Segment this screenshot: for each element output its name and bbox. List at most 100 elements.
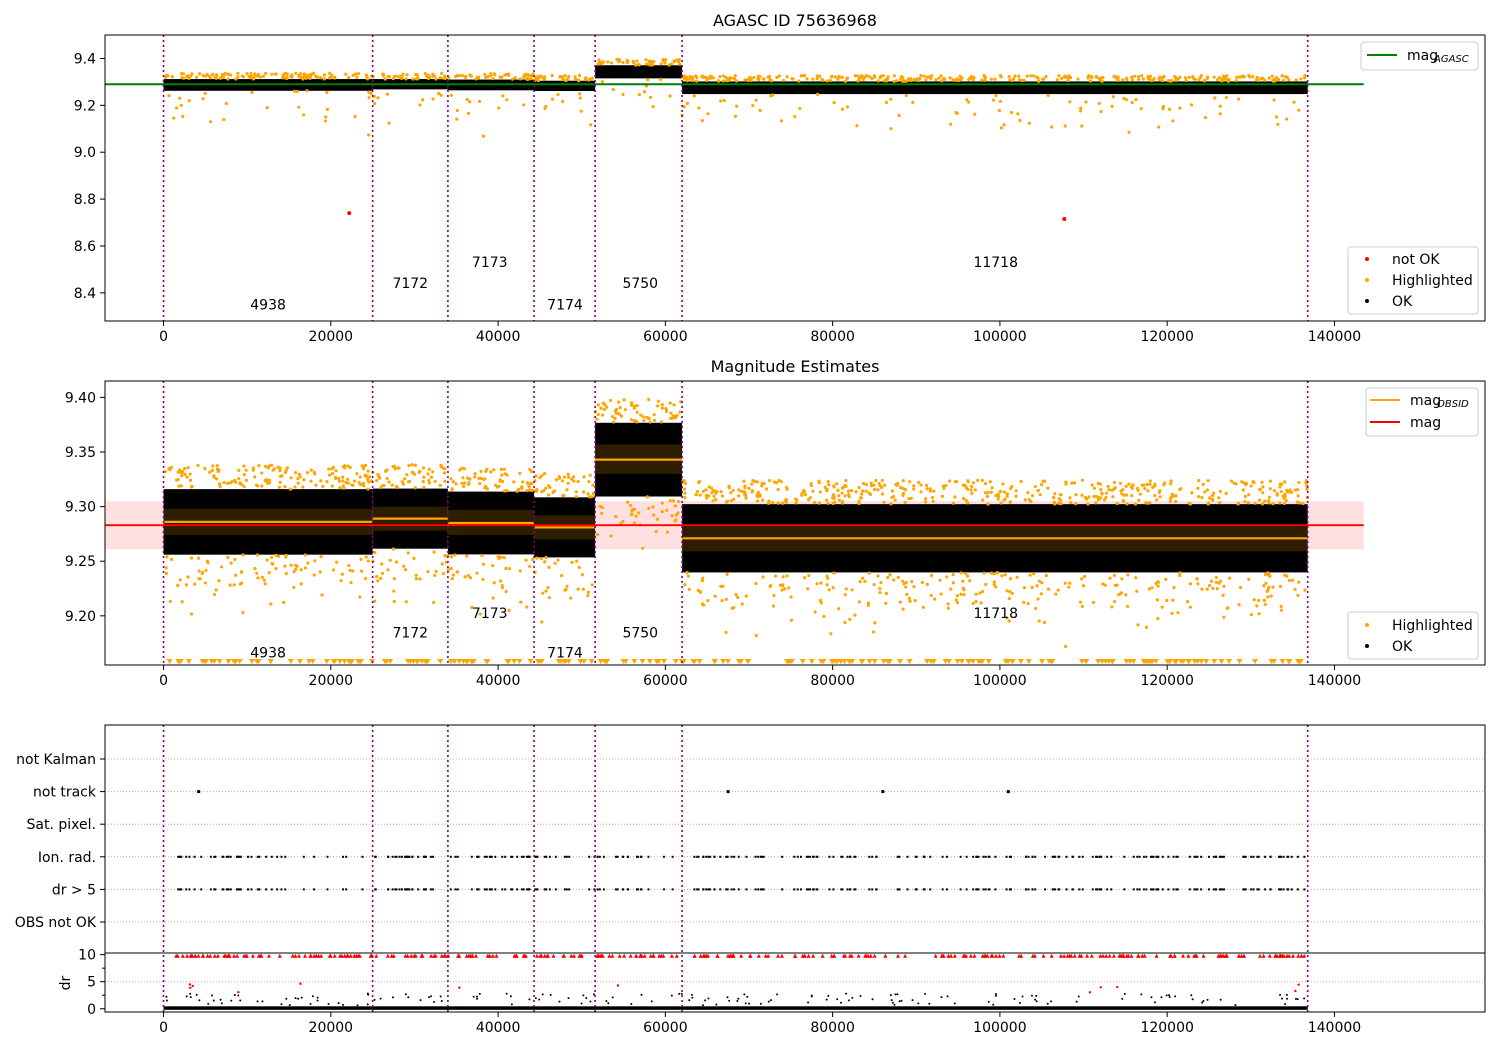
p2-below-limit-marker <box>336 659 343 664</box>
p2-highlighted-point <box>981 498 985 502</box>
p2-below-limit-marker <box>341 659 348 664</box>
p3-ion-rad-point <box>713 855 716 858</box>
p2-below-limit-marker <box>1171 659 1178 664</box>
p1-highlighted-point <box>387 121 391 125</box>
p3-dr-over-marker <box>726 953 731 958</box>
p2-highlighted-point <box>1195 577 1199 581</box>
p2-highlighted-point <box>647 397 651 402</box>
p1-highlighted-point <box>859 74 863 78</box>
p3-dr-over-marker <box>715 953 720 958</box>
p1-highlighted-point <box>1044 74 1048 79</box>
p3-ion-rad-point <box>812 855 815 858</box>
p2-highlighted-point <box>319 479 323 483</box>
p2-highlighted-point <box>1171 598 1175 602</box>
p2-highlighted-point <box>1052 500 1056 504</box>
p2-highlighted-point <box>267 571 271 575</box>
p2-below-limit-marker <box>930 659 937 664</box>
p2-highlighted-point <box>616 411 620 415</box>
p1-highlighted-point <box>250 90 254 94</box>
p1-highlighted-point <box>1276 122 1280 127</box>
panel2-axes: 0 20000 40000 60000 80000 100000 120000 1400009… <box>65 380 1486 689</box>
p3-dr-gt5-point <box>809 888 812 891</box>
p3-ion-rad-point <box>671 855 674 858</box>
p2-below-limit-marker <box>799 659 806 664</box>
p2-highlighted-point <box>330 472 335 476</box>
p2-highlighted-point <box>1222 615 1226 619</box>
p2-highlighted-point <box>755 480 760 484</box>
p1-highlighted-point <box>561 77 565 82</box>
p2-below-limit-marker <box>985 659 992 664</box>
p2-highlighted-point <box>1008 577 1013 581</box>
p1-highlighted-point <box>757 78 761 82</box>
p2-highlighted-point <box>1165 598 1169 603</box>
p2-highlighted-point <box>427 481 431 485</box>
p3-dr-point <box>585 997 588 1000</box>
p1-highlighted-point <box>222 74 226 78</box>
p1-highlighted-point <box>856 79 860 83</box>
p1-highlighted-point <box>1280 74 1284 78</box>
p3-dr-gt5-point <box>1214 888 1217 891</box>
p2-highlighted-point <box>1057 501 1061 505</box>
p2-highlighted-point <box>314 483 318 487</box>
p3-ion-rad-point <box>693 855 696 858</box>
p1-highlighted-point <box>364 73 368 77</box>
p3-ion-rad-point <box>745 855 748 858</box>
p2-highlighted-point <box>179 484 183 488</box>
p3-dr-over-marker <box>868 953 873 958</box>
p2-highlighted-point <box>572 475 576 479</box>
p3-dr-point <box>715 1003 718 1006</box>
p3-dr-point <box>1294 998 1297 1001</box>
p2-below-limit-marker <box>680 659 687 664</box>
p3-dr-gt5-point <box>1256 888 1259 891</box>
p2-highlighted-point <box>466 476 470 480</box>
p2-below-limit-marker <box>1252 659 1259 664</box>
p2-highlighted-point <box>817 501 821 505</box>
p1-obs-label: 4938 <box>250 297 286 313</box>
p1-highlighted-point <box>884 100 889 105</box>
p3-dr-point <box>239 999 242 1002</box>
p1-highlighted-point <box>991 98 996 102</box>
p2-highlighted-point <box>1196 582 1200 586</box>
p2-highlighted-point <box>764 487 769 491</box>
p2-highlighted-point <box>426 570 430 574</box>
p3-dr-gt5-point <box>945 888 948 891</box>
p2-highlighted-point <box>586 492 590 496</box>
p2-highlighted-point <box>969 488 973 492</box>
p3-ion-rad-point <box>1250 855 1253 858</box>
p2-below-limit-marker <box>309 659 316 664</box>
p2-highlighted-point <box>1258 487 1262 492</box>
p1-highlighted-point <box>803 73 807 78</box>
p1-not-ok-point <box>1062 217 1067 222</box>
p3-dr-point <box>917 1002 920 1005</box>
p3-dr-point <box>195 993 198 996</box>
panel2-title: Magnitude Estimates <box>711 357 880 376</box>
p3-ion-rad-point <box>1303 855 1306 858</box>
p2-below-limit-marker <box>597 659 604 664</box>
p3-ion-rad-point <box>896 855 899 858</box>
p2-obs-label: 7172 <box>392 626 428 642</box>
p2-highlighted-point <box>1103 583 1107 587</box>
p2-highlighted-point <box>781 575 785 579</box>
p2-below-limit-marker <box>696 659 703 664</box>
p2-below-limit-marker <box>516 659 523 664</box>
p2-highlighted-point <box>753 479 757 484</box>
p2-highlighted-point <box>462 481 467 485</box>
p1-highlighted-point <box>678 62 682 66</box>
p3-dr-point <box>1018 1001 1021 1004</box>
p2-highlighted-point <box>530 482 534 486</box>
p2-highlighted-point <box>267 478 272 482</box>
p2-highlighted-point <box>180 600 184 604</box>
p1-highlighted-point <box>541 76 545 80</box>
p1-highlighted-point <box>743 78 747 82</box>
p2-below-limit-marker <box>871 659 878 664</box>
p2-highlighted-point <box>635 410 639 414</box>
p2-highlighted-point <box>1290 490 1294 494</box>
p1-highlighted-point <box>845 76 849 80</box>
p1-highlighted-point <box>172 116 176 120</box>
p2-highlighted-point <box>672 403 676 407</box>
p3-ion-rad-point <box>793 855 796 858</box>
p2-highlighted-point <box>1160 605 1164 609</box>
p3-ion-rad-point <box>1296 855 1299 858</box>
